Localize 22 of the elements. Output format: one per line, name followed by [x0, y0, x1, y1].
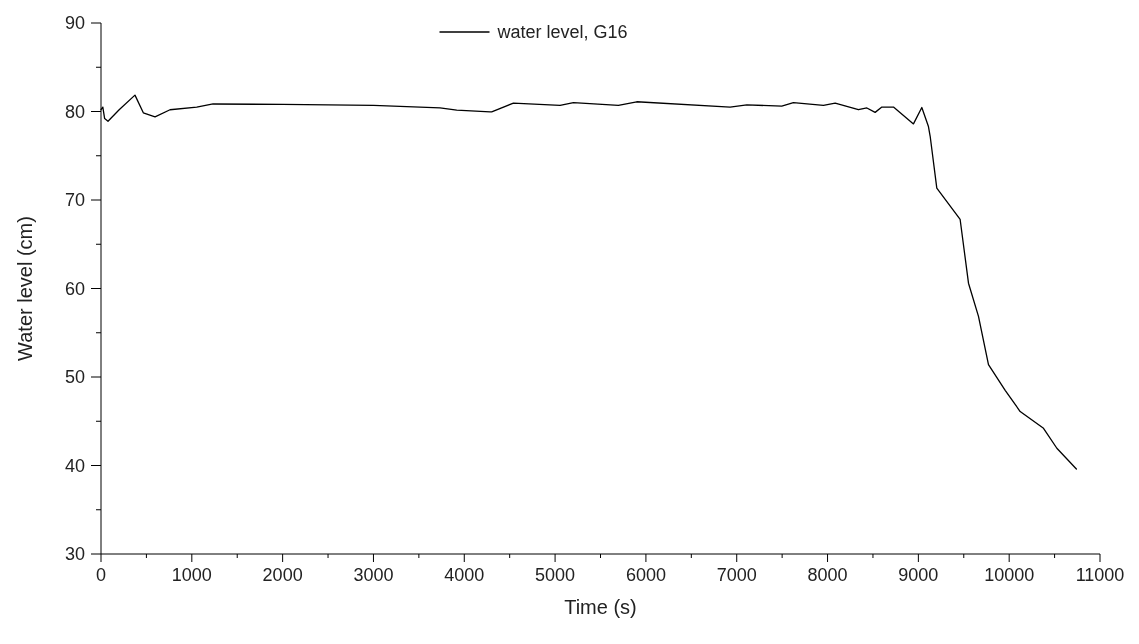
- x-axis-title: Time (s): [564, 596, 637, 618]
- y-tick-label: 80: [64, 101, 85, 122]
- y-tick-label: 70: [64, 190, 85, 211]
- x-tick-label: 5000: [535, 565, 576, 585]
- y-tick-label: 50: [64, 367, 85, 388]
- x-tick-label: 7000: [716, 565, 757, 585]
- x-tick-label: 8000: [807, 565, 848, 585]
- x-tick-label: 9000: [898, 565, 939, 585]
- y-axis-title: Water level (cm): [14, 216, 36, 361]
- x-tick-label: 2000: [262, 565, 303, 585]
- x-tick-label: 11000: [1075, 565, 1125, 585]
- legend-label: water level, G16: [496, 22, 628, 43]
- x-tick-label: 10000: [984, 565, 1035, 585]
- x-tick-label: 6000: [625, 565, 666, 585]
- x-tick-label: 3000: [353, 565, 394, 585]
- x-tick-label: 0: [95, 565, 107, 585]
- y-tick-label: 30: [64, 544, 85, 565]
- y-tick-label: 90: [64, 13, 85, 34]
- x-tick-label: 1000: [171, 565, 212, 585]
- x-tick-label: 4000: [444, 565, 485, 585]
- y-tick-label: 40: [64, 455, 85, 476]
- y-tick-label: 60: [64, 278, 85, 299]
